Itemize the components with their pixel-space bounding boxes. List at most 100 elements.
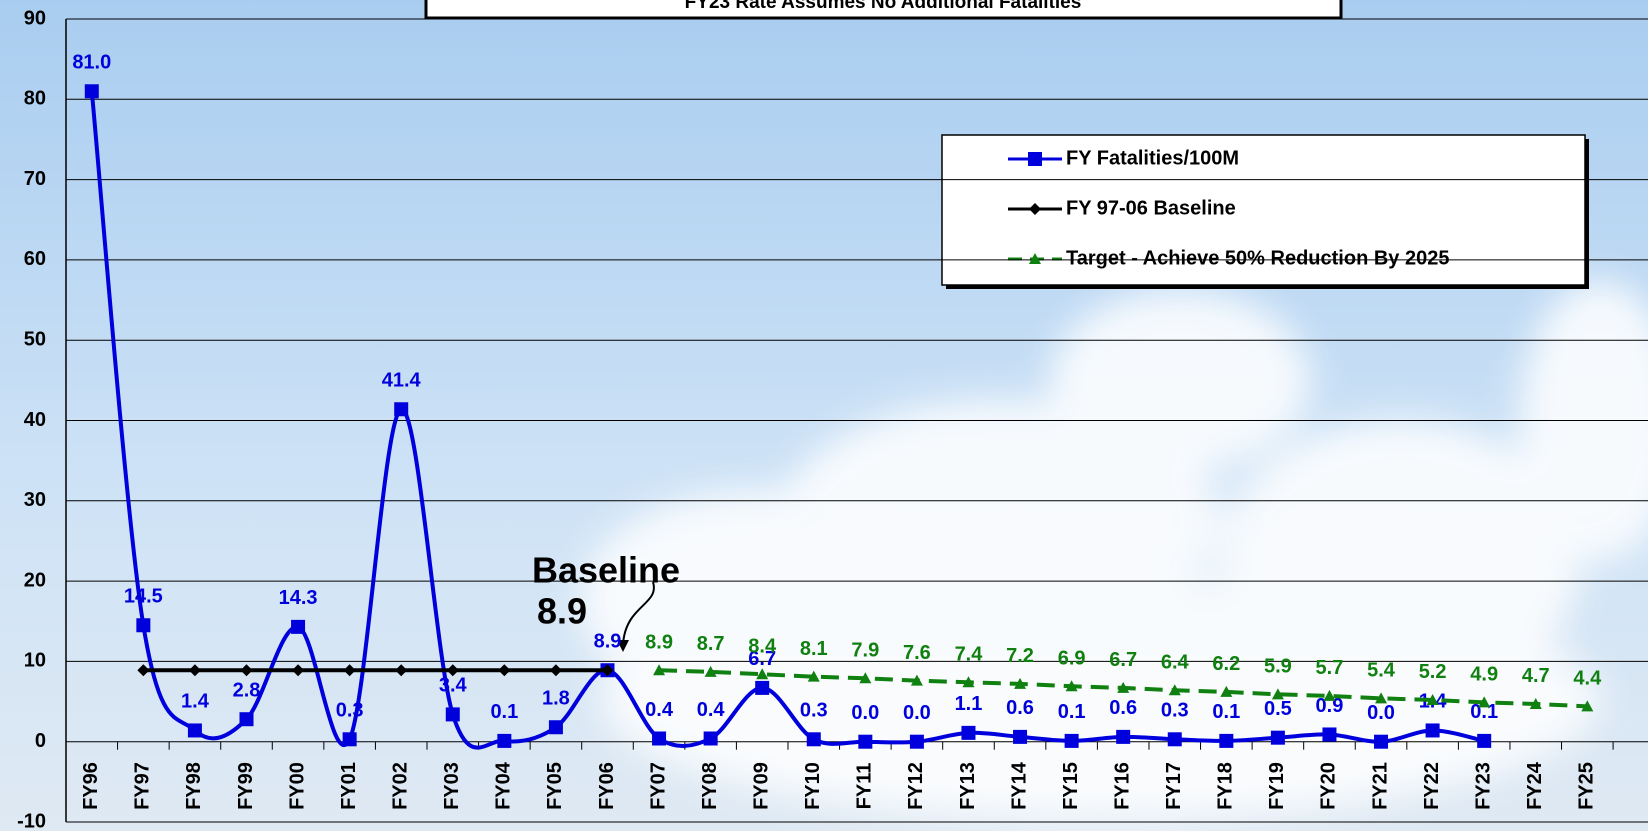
data-label: 8.1 [800, 638, 828, 660]
legend-label: FY 97-06 Baseline [1066, 197, 1236, 219]
point [910, 735, 924, 749]
point [85, 84, 99, 98]
data-label: 5.9 [1264, 656, 1292, 678]
x-tick-label: FY04 [493, 761, 515, 810]
data-label: 0.1 [1058, 701, 1086, 723]
chart: FY23 Rate Assumes No Additional Fataliti… [0, 0, 1648, 831]
data-label: 5.4 [1367, 660, 1396, 682]
x-tick-label: FY08 [699, 762, 721, 810]
point [1116, 730, 1130, 744]
x-tick-label: FY99 [235, 762, 257, 810]
y-tick-label: 70 [24, 168, 46, 190]
point [188, 723, 202, 737]
data-label: 4.7 [1522, 665, 1550, 687]
data-label: 1.1 [955, 693, 983, 715]
data-label: 3.4 [439, 675, 468, 697]
x-tick-label: FY02 [389, 762, 411, 810]
point [1028, 152, 1042, 166]
y-tick-label: 50 [24, 328, 46, 350]
x-tick-label: FY23 [1472, 762, 1494, 810]
annotation: Baseline [532, 550, 680, 591]
data-label: 8.9 [645, 632, 673, 654]
point [1065, 734, 1079, 748]
x-tick-label: FY06 [596, 762, 618, 810]
data-label: 8.4 [748, 636, 777, 658]
data-label: 6.2 [1212, 653, 1240, 675]
x-tick-label: FY21 [1369, 762, 1391, 810]
point [291, 620, 305, 634]
legend-label: FY Fatalities/100M [1066, 147, 1239, 169]
point [549, 720, 563, 734]
y-tick-label: 40 [24, 409, 46, 431]
y-tick-label: 20 [24, 569, 46, 591]
point [239, 712, 253, 726]
point [961, 726, 975, 740]
point [858, 735, 872, 749]
data-label: 0.3 [800, 700, 828, 722]
x-tick-label: FY25 [1576, 762, 1598, 810]
data-label: 0.0 [1367, 702, 1395, 724]
data-label: 7.6 [903, 642, 931, 664]
data-label: 7.9 [851, 640, 879, 662]
x-tick-label: FY05 [544, 762, 566, 810]
data-label: 1.4 [181, 691, 210, 713]
data-label: 14.3 [279, 587, 318, 609]
data-label: 0.3 [336, 700, 364, 722]
data-label: 0.3 [1161, 700, 1189, 722]
data-label: 4.4 [1573, 668, 1602, 690]
chart-title: FY23 Rate Assumes No Additional Fataliti… [685, 0, 1082, 13]
data-label: 4.9 [1470, 664, 1498, 686]
y-tick-label: 80 [24, 88, 46, 110]
x-tick-label: FY09 [750, 762, 772, 810]
y-tick-label: 90 [24, 7, 46, 29]
x-tick-label: FY01 [338, 762, 360, 810]
x-tick-label: FY10 [802, 762, 824, 810]
x-tick-label: FY24 [1524, 761, 1546, 810]
point [704, 731, 718, 745]
data-label: 5.2 [1419, 661, 1447, 683]
point [136, 618, 150, 632]
data-label: 0.1 [1212, 701, 1240, 723]
x-tick-label: FY19 [1266, 762, 1288, 810]
annotation: 8.9 [537, 591, 587, 632]
x-tick-label: FY11 [854, 763, 876, 810]
y-tick-label: 30 [24, 489, 46, 511]
point [394, 402, 408, 416]
x-tick-label: FY03 [441, 762, 463, 810]
data-label: 81.0 [72, 52, 111, 74]
point [1271, 731, 1285, 745]
x-tick-label: FY15 [1060, 762, 1082, 810]
x-tick-label: FY07 [647, 762, 669, 810]
data-label: 0.4 [645, 699, 674, 721]
y-tick-label: -10 [17, 810, 46, 831]
data-label: 0.0 [903, 702, 931, 724]
data-label: 14.5 [124, 586, 163, 608]
data-label: 2.8 [233, 679, 261, 701]
point [1168, 732, 1182, 746]
point [652, 731, 666, 745]
y-tick-label: 10 [24, 650, 46, 672]
data-label: 0.0 [851, 702, 879, 724]
data-label: 0.6 [1109, 697, 1137, 719]
x-tick-label: FY22 [1421, 762, 1443, 810]
x-tick-label: FY17 [1163, 762, 1185, 810]
data-label: 0.4 [697, 699, 726, 721]
x-tick-label: FY18 [1215, 762, 1237, 810]
data-label: 0.6 [1006, 697, 1034, 719]
point [343, 732, 357, 746]
data-label: 8.9 [594, 631, 622, 653]
x-tick-label: FY20 [1318, 762, 1340, 810]
x-tick-label: FY97 [132, 762, 154, 810]
data-label: 0.5 [1264, 698, 1292, 720]
data-label: 41.4 [382, 370, 422, 392]
data-label: 6.9 [1058, 648, 1086, 670]
point [1477, 734, 1491, 748]
data-label: 0.1 [490, 701, 518, 723]
x-tick-label: FY96 [80, 762, 102, 810]
data-label: 6.4 [1161, 652, 1190, 674]
legend-label: Target - Achieve 50% Reduction By 2025 [1066, 247, 1449, 269]
point [1013, 730, 1027, 744]
point [1219, 734, 1233, 748]
x-tick-label: FY13 [957, 762, 979, 810]
y-tick-label: 60 [24, 248, 46, 270]
